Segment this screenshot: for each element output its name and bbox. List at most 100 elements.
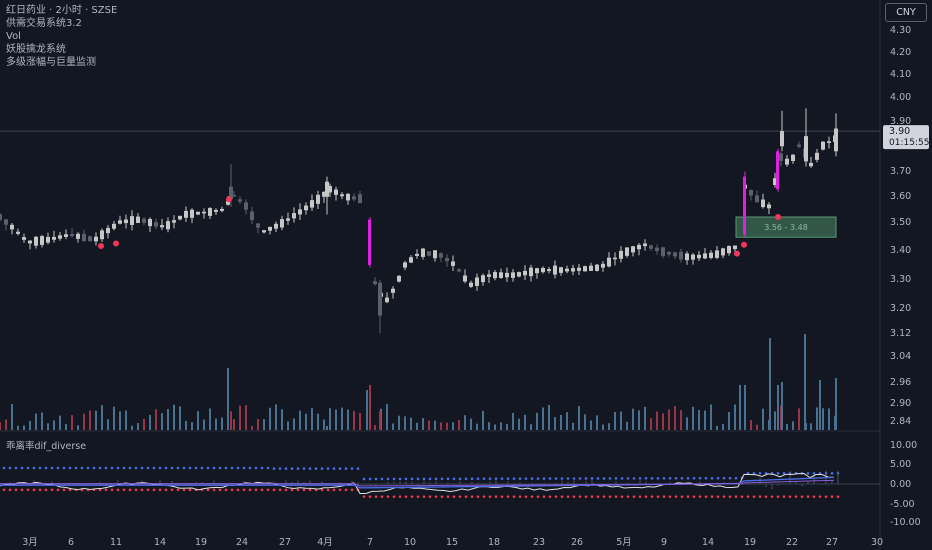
lower-band-dot	[440, 495, 444, 498]
lower-band-dot	[8, 488, 12, 492]
candle-body	[733, 245, 737, 250]
volume-bar	[662, 413, 664, 430]
volume-bar	[728, 411, 730, 430]
volume-bar	[221, 417, 223, 430]
lower-band-dot	[428, 495, 432, 498]
candle-body	[529, 267, 533, 277]
upper-band-dot	[218, 466, 222, 470]
upper-band-dot	[2, 466, 6, 470]
lower-band-dot	[350, 488, 354, 492]
upper-band-dot	[830, 471, 834, 475]
symbol-line[interactable]: 红日药业 · 2小时 · SZSE	[6, 5, 118, 16]
candle-body	[481, 275, 485, 283]
volume-bar	[798, 408, 800, 430]
upper-band-dot	[182, 466, 186, 470]
candle-body	[220, 208, 224, 211]
time-tick-label: 27	[279, 537, 291, 548]
lower-band-dot	[770, 495, 774, 498]
candle-body	[325, 181, 329, 197]
time-axis[interactable]: 3月 6 11 14 19 24 27 4月 7 10 15 18 23 26 5月 9 14 19 22 27 30	[22, 537, 883, 548]
upper-band-dot	[98, 466, 102, 470]
indicator-dragon[interactable]: 妖股擒龙系统	[6, 44, 66, 55]
candle-body	[298, 209, 302, 215]
volume-bar	[434, 420, 436, 430]
candle-body	[118, 220, 122, 224]
volume-bar	[392, 423, 394, 430]
volume-spike	[781, 382, 783, 430]
slow-line	[0, 479, 835, 487]
candle-body	[673, 252, 677, 257]
volume-bar	[71, 415, 73, 430]
upper-band-dot	[290, 467, 294, 470]
indicator-supply-demand[interactable]: 供需交易系统3.2	[6, 18, 82, 29]
upper-band-dot	[608, 477, 612, 480]
currency-button[interactable]: CNY	[885, 3, 927, 22]
lower-band-dot	[710, 495, 714, 498]
candle-body	[499, 272, 503, 278]
indicator-tick-label: 0.00	[890, 479, 911, 490]
candle-body	[130, 216, 134, 225]
lower-band-dot	[308, 488, 312, 492]
upper-band-dot	[56, 466, 60, 470]
upper-band-dot	[614, 477, 618, 480]
candle-body	[721, 248, 725, 256]
lower-band-dot	[740, 495, 744, 498]
volume-bar	[269, 407, 271, 430]
upper-band-dot	[572, 477, 576, 480]
upper-band-dot	[656, 477, 660, 480]
candle-body	[553, 265, 557, 275]
candle-body	[391, 288, 395, 293]
volume-bar	[257, 419, 259, 430]
lower-band-dot	[476, 495, 480, 498]
candle-body	[229, 186, 233, 200]
lower-band-dot	[392, 495, 396, 498]
volume-bar	[167, 409, 169, 430]
candle-body	[475, 277, 479, 286]
lower-band-dot	[716, 495, 720, 498]
volume-spike	[835, 378, 837, 430]
indicator-tick-label: -10.00	[890, 517, 921, 528]
lower-band-dot	[380, 495, 384, 498]
lower-band-dot	[230, 488, 234, 492]
volume-bar	[23, 425, 25, 430]
lower-band-dot	[464, 495, 468, 498]
candle-body	[469, 282, 473, 287]
candle-body	[238, 199, 242, 202]
volume-bar	[347, 409, 349, 430]
indicator-pane-title[interactable]: 乖离率dif_diverse	[6, 441, 87, 452]
volume-bar	[816, 407, 818, 430]
candle-body	[505, 272, 509, 278]
upper-band-dot	[146, 466, 150, 470]
upper-band-dot	[206, 466, 210, 470]
lower-band-dot	[704, 495, 708, 498]
lower-band-dot	[38, 488, 42, 492]
lower-band-dot	[122, 488, 126, 492]
upper-band-dot	[164, 466, 168, 470]
lower-band-dot	[452, 495, 456, 498]
volume-bar	[203, 419, 205, 430]
candle-body	[70, 234, 74, 237]
lower-band-dot	[722, 495, 726, 498]
volume-bar	[828, 408, 830, 430]
indicator-multi-level[interactable]: 多级涨幅与巨量监测	[6, 57, 96, 68]
volume-bar	[155, 409, 157, 430]
indicator-vol[interactable]: Vol	[6, 31, 21, 42]
volume-bar	[674, 406, 676, 430]
volume-bar	[329, 408, 331, 430]
price-axis[interactable]: 4.304.204.104.003.903.803.703.603.503.40…	[890, 25, 921, 528]
volume-bar	[95, 410, 97, 430]
lower-band-dot	[56, 488, 60, 492]
time-tick-label: 5月	[616, 537, 632, 548]
candle-body	[589, 265, 593, 271]
volume-bar	[452, 422, 454, 430]
volume-bar	[191, 422, 193, 430]
volume-bar	[275, 404, 277, 430]
upper-band-dot	[416, 477, 420, 481]
candle-body	[571, 268, 575, 272]
volume-bar	[379, 411, 381, 430]
candle-body	[535, 268, 539, 274]
candle-body	[244, 202, 248, 210]
upper-band-dot	[686, 476, 690, 480]
lower-band-dot	[446, 495, 450, 498]
